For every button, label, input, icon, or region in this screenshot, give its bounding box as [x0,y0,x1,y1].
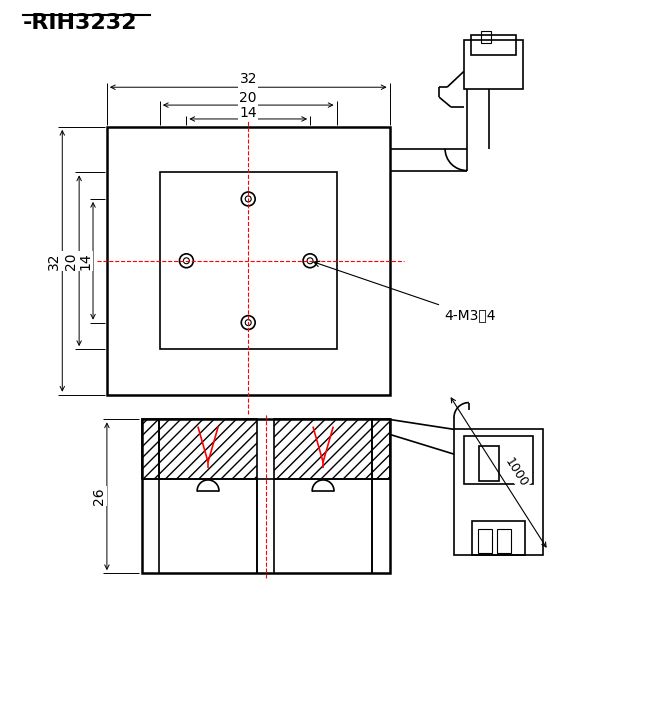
Bar [479,446,499,481]
Bar [464,436,534,484]
Bar [464,39,524,90]
Bar [471,35,516,54]
Bar [472,520,526,556]
Text: 20: 20 [239,91,257,105]
Bar [372,419,390,479]
Bar [107,127,390,395]
Bar [454,429,543,556]
Bar [159,419,257,479]
Bar [275,419,372,479]
Text: 32: 32 [47,252,61,269]
Bar [141,419,159,479]
Text: 14: 14 [78,252,92,269]
Text: 1000: 1000 [502,455,530,489]
Bar [160,173,337,349]
Text: 4-M3深4: 4-M3深4 [314,262,496,322]
Bar [481,31,491,42]
Bar [141,419,390,573]
Text: 32: 32 [239,73,257,86]
Text: 14: 14 [239,106,257,120]
Bar [478,529,492,553]
Text: 20: 20 [64,252,78,269]
Bar [497,529,510,553]
Text: -RIH3232: -RIH3232 [23,13,137,33]
Text: 26: 26 [92,487,106,505]
